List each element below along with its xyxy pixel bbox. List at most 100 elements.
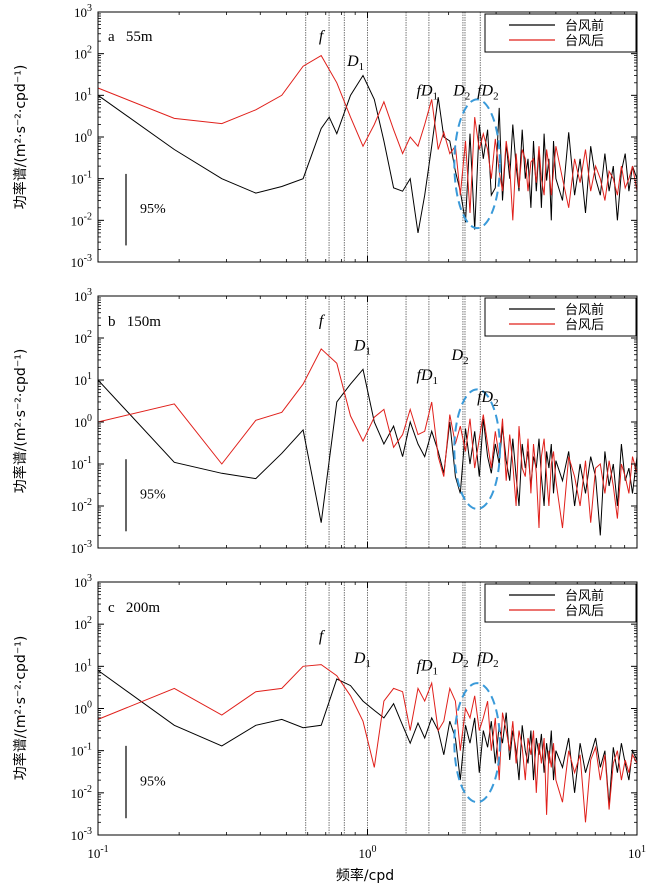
y-tick-exponent: -3 — [84, 539, 92, 550]
y-tick-label: 10-2 — [71, 497, 92, 514]
frequency-annotation: D2 — [452, 82, 470, 102]
y-tick-label: 10-3 — [71, 253, 92, 270]
annotation-text: fD — [477, 82, 493, 99]
frequency-annotation: D2 — [451, 650, 469, 670]
annotation-subscript: 1 — [365, 658, 371, 670]
y-tick-exponent: 3 — [87, 287, 92, 298]
highlight-ellipse — [453, 98, 501, 230]
frequency-annotation: f — [319, 628, 326, 645]
y-tick-base: 10 — [74, 659, 87, 674]
panel-b: 95%fD1fD1D2fD210-310-210-1100101102103功率… — [12, 287, 638, 556]
y-tick-base: 10 — [71, 786, 84, 801]
y-tick-label: 101 — [74, 657, 92, 674]
y-axis-title: 功率谱/(m²·s⁻²·cpd⁻¹) — [12, 65, 29, 210]
y-tick-base: 10 — [74, 373, 87, 388]
annotation-text: D — [353, 650, 366, 667]
y-tick-base: 10 — [74, 47, 87, 62]
y-axis-title: 功率谱/(m²·s⁻²·cpd⁻¹) — [12, 349, 29, 494]
legend-label: 台风前 — [565, 302, 604, 318]
y-tick-base: 10 — [74, 415, 87, 430]
y-tick-base: 10 — [71, 255, 84, 270]
y-tick-base: 10 — [74, 702, 87, 717]
x-tick-base: 10 — [628, 846, 641, 861]
y-tick-base: 10 — [74, 5, 87, 20]
frequency-annotation: fD2 — [477, 82, 499, 102]
after-typhoon-series-line — [97, 54, 638, 221]
confidence-label: 95% — [140, 774, 166, 789]
y-tick-exponent: 1 — [87, 86, 92, 97]
frequency-annotation: fD1 — [417, 367, 439, 387]
y-axis-title: 功率谱/(m²·s⁻²·cpd⁻¹) — [12, 636, 29, 781]
y-tick-base: 10 — [74, 130, 87, 145]
frequency-annotation: D1 — [353, 338, 371, 358]
y-tick-exponent: -1 — [84, 455, 92, 466]
annotation-subscript: 1 — [359, 61, 365, 73]
frequency-annotation: fD2 — [477, 650, 499, 670]
panel-label: b 150m — [108, 314, 161, 330]
annotation-text: fD — [417, 367, 433, 384]
x-tick-exponent: 0 — [372, 844, 377, 855]
y-tick-exponent: 2 — [87, 329, 92, 340]
y-tick-label: 100 — [74, 128, 92, 145]
y-tick-exponent: 0 — [87, 128, 92, 139]
y-tick-base: 10 — [74, 617, 87, 632]
y-tick-label: 10-2 — [71, 784, 92, 801]
frequency-annotation: fD1 — [417, 657, 439, 677]
x-tick-base: 10 — [87, 846, 100, 861]
annotation-text: fD — [477, 650, 493, 667]
y-tick-label: 10-1 — [71, 170, 92, 187]
x-tick-exponent: 1 — [641, 844, 646, 855]
frequency-annotation: D2 — [451, 347, 469, 367]
legend-label: 台风后 — [565, 604, 604, 619]
confidence-label: 95% — [140, 202, 166, 217]
y-tick-exponent: -3 — [84, 253, 92, 264]
frequency-annotation: f — [319, 312, 326, 329]
x-tick-label: 101 — [628, 844, 646, 861]
y-tick-label: 102 — [74, 45, 92, 62]
annotation-subscript: 1 — [365, 346, 371, 358]
legend-box — [484, 13, 637, 53]
y-tick-base: 10 — [71, 828, 84, 843]
after-typhoon-series-line — [97, 664, 638, 823]
after-typhoon-series-line — [97, 348, 638, 529]
annotation-text: D — [353, 338, 366, 355]
y-tick-label: 103 — [74, 573, 92, 590]
panel-label: c 200m — [108, 600, 160, 616]
x-tick-exponent: -1 — [100, 844, 108, 855]
annotation-text: D — [451, 650, 464, 667]
legend-box — [484, 297, 637, 337]
annotation-text: f — [319, 312, 326, 329]
y-tick-label: 101 — [74, 371, 92, 388]
annotation-text: fD — [477, 389, 493, 406]
y-tick-label: 10-3 — [71, 826, 92, 843]
y-tick-exponent: 2 — [87, 45, 92, 56]
y-tick-base: 10 — [71, 457, 84, 472]
y-tick-label: 103 — [74, 3, 92, 20]
annotation-subscript: 2 — [493, 397, 499, 409]
y-tick-label: 10-2 — [71, 211, 92, 228]
y-tick-exponent: -3 — [84, 826, 92, 837]
y-tick-base: 10 — [74, 331, 87, 346]
y-tick-exponent: 3 — [87, 573, 92, 584]
x-tick-label: 10-1 — [87, 844, 108, 861]
annotation-subscript: 2 — [463, 355, 469, 367]
y-tick-base: 10 — [74, 289, 87, 304]
legend-label: 台风后 — [565, 318, 604, 333]
y-tick-label: 101 — [74, 86, 92, 103]
annotation-text: fD — [417, 657, 433, 674]
panel-label: a 55m — [108, 29, 153, 45]
annotation-subscript: 2 — [463, 658, 469, 670]
y-tick-exponent: -2 — [84, 497, 92, 508]
y-tick-exponent: 1 — [87, 657, 92, 668]
y-tick-base: 10 — [71, 499, 84, 514]
annotation-text: f — [319, 628, 326, 645]
x-axis-title: 频率/cpd — [336, 867, 394, 884]
y-tick-exponent: 0 — [87, 413, 92, 424]
annotation-text: D — [451, 347, 464, 364]
